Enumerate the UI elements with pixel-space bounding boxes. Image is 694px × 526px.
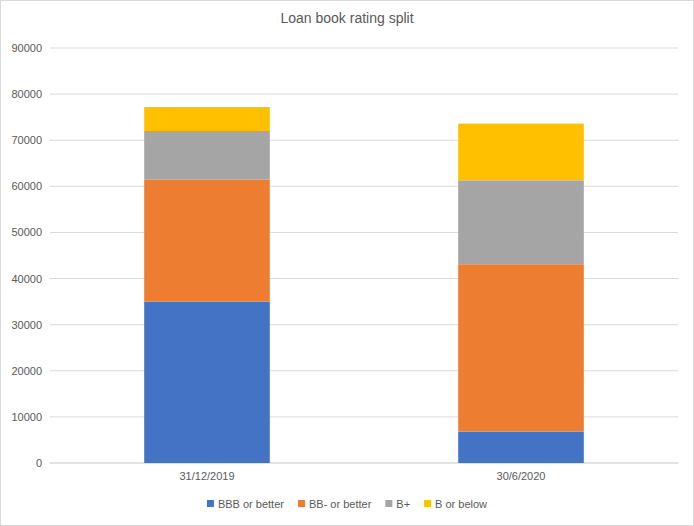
chart-frame: [1, 1, 694, 526]
bar: [458, 432, 584, 463]
bars: [144, 107, 584, 463]
chart-container: Loan book rating split 0 10000 20000 30000 40…: [0, 0, 694, 526]
y-tick-label: 50000: [11, 226, 42, 238]
legend-label: BBB or better: [218, 498, 284, 510]
bar: [144, 131, 270, 179]
grid: [50, 48, 678, 463]
chart-svg: Loan book rating split 0 10000 20000 30000 40…: [0, 0, 694, 526]
y-tick-label: 60000: [11, 180, 42, 192]
legend-label: B+: [396, 498, 410, 510]
legend-swatch: [298, 500, 305, 507]
y-tick-label: 20000: [11, 365, 42, 377]
bar: [144, 107, 270, 131]
legend-swatch: [424, 500, 431, 507]
bar: [144, 302, 270, 463]
x-tick-label: 31/12/2019: [179, 470, 234, 482]
y-tick-label: 30000: [11, 319, 42, 331]
y-tick-label: 80000: [11, 88, 42, 100]
legend-label: BB- or better: [309, 498, 372, 510]
grid-line: [50, 48, 678, 49]
bar: [458, 124, 584, 181]
bar: [458, 180, 584, 264]
y-tick-label: 40000: [11, 273, 42, 285]
grid-line: [50, 94, 678, 95]
y-tick-label: 70000: [11, 134, 42, 146]
y-tick-label: 10000: [11, 411, 42, 423]
title: Loan book rating split: [280, 10, 413, 26]
x-tick-label: 30/6/2020: [497, 470, 546, 482]
legend-label: B or below: [435, 498, 487, 510]
bar: [144, 179, 270, 301]
y-tick-label: 0: [36, 457, 42, 469]
legend: BBB or better BB- or better B+ B or below: [207, 498, 487, 510]
legend-swatch: [385, 500, 392, 507]
bar: [458, 264, 584, 431]
y-tick-label: 90000: [11, 42, 42, 54]
legend-swatch: [207, 500, 214, 507]
